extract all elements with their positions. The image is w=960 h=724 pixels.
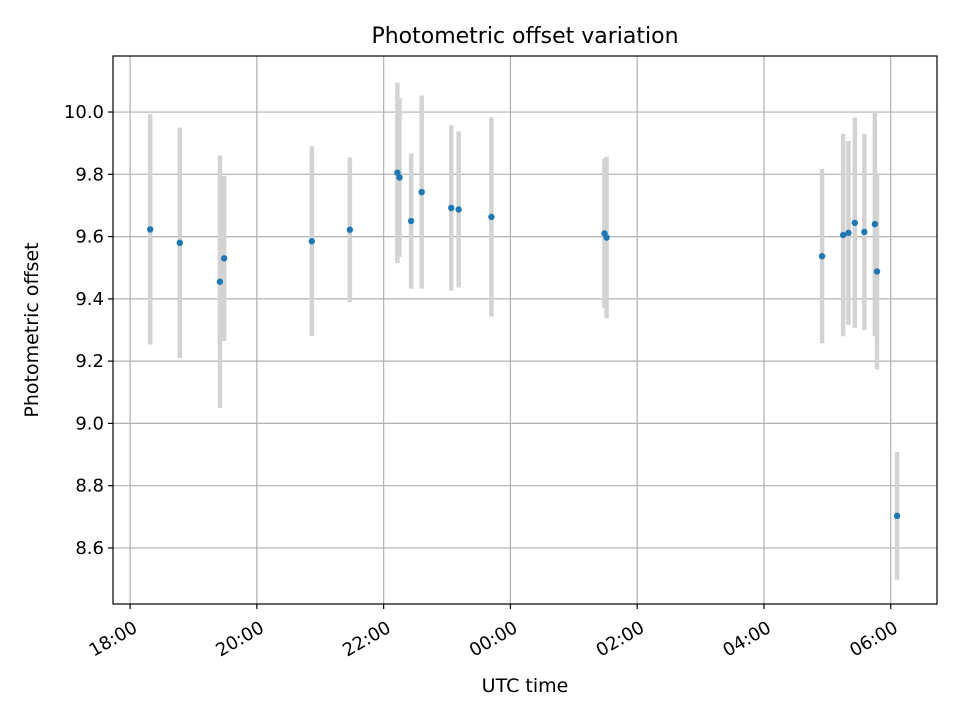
data-point [845,229,852,237]
data-point [396,174,403,181]
data-points [146,169,901,520]
data-point [146,226,154,233]
y-axis-ticks: 8.6 8.8 9.0 9.2 9.4 9.6 9.8 10.0 [64,102,113,559]
x-axis-label: UTC time [482,675,569,697]
data-point [818,253,826,260]
data-point [448,204,455,212]
data-point [851,219,859,227]
data-point [893,512,901,520]
data-point [873,268,881,275]
data-point [308,238,316,245]
y-tick-label: 9.8 [75,164,104,185]
data-point [407,217,415,225]
y-tick-label: 9.0 [75,413,104,434]
data-point [346,226,354,233]
data-point [861,228,868,236]
plot-frame [112,55,938,605]
y-tick-label: 9.4 [75,289,104,310]
y-tick-label: 9.2 [75,351,104,372]
data-point [216,278,224,285]
data-point [418,188,425,196]
y-axis-label: Photometric offset [21,242,43,417]
grid-lines [113,56,937,604]
y-tick-label: 10.0 [64,102,104,123]
data-point [839,231,847,239]
data-point [455,206,462,213]
data-point [176,239,183,247]
chart-title: Photometric offset variation [371,24,678,49]
data-point [220,255,228,262]
y-tick-label: 8.8 [75,476,104,497]
y-tick-label: 8.6 [75,538,104,559]
data-point [603,234,610,241]
data-point [871,220,879,228]
data-point [488,213,495,221]
y-tick-label: 9.6 [75,227,104,248]
